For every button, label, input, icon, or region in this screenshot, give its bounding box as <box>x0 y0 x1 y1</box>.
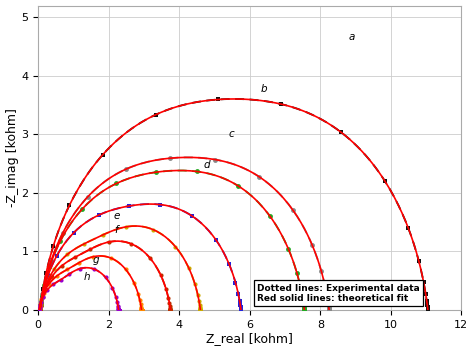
Text: e: e <box>114 211 120 221</box>
Text: b: b <box>260 84 267 94</box>
Text: f: f <box>114 225 118 235</box>
Text: d: d <box>204 160 210 170</box>
Text: g: g <box>93 255 100 265</box>
Text: Dotted lines: Experimental data
Red solid lines: theoretical fit: Dotted lines: Experimental data Red soli… <box>257 284 419 303</box>
Text: a: a <box>348 32 355 41</box>
Text: h: h <box>84 272 91 282</box>
Y-axis label: -Z_imag [kohm]: -Z_imag [kohm] <box>6 108 18 207</box>
Text: c: c <box>228 129 234 139</box>
X-axis label: Z_real [kohm]: Z_real [kohm] <box>206 332 293 345</box>
